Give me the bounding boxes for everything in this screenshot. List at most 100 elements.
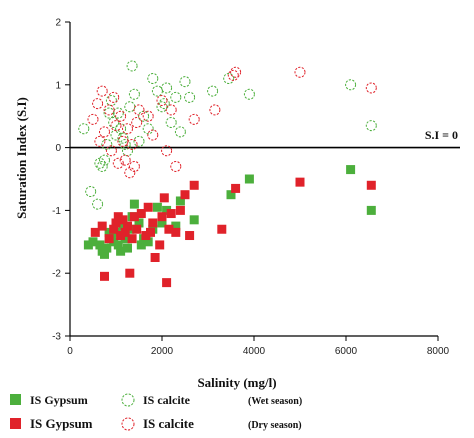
data-point (128, 88, 140, 100)
x-tick-label: 8000 (427, 346, 450, 357)
series-is-gypsum-wet-season (83, 165, 376, 259)
data-point (96, 160, 108, 172)
y-tick: -1 (52, 206, 70, 217)
y-tick-label: 1 (55, 80, 61, 91)
data-point (104, 234, 114, 244)
legend: IS Gypsum IS calcite (Wet season) IS Gypsum… (10, 393, 302, 431)
data-point (126, 60, 138, 72)
data-point (109, 224, 119, 234)
data-point (142, 123, 154, 135)
legend-label-calcite: IS calcite (143, 393, 191, 407)
data-point (156, 101, 168, 113)
x-axis-title: Salinity (mg/l) (197, 375, 276, 390)
data-point (100, 271, 109, 281)
data-point (116, 246, 126, 256)
data-point (217, 224, 227, 234)
data-point (126, 138, 138, 150)
data-point (365, 82, 377, 94)
y-tick: 1 (55, 80, 70, 91)
data-point (115, 110, 127, 122)
data-point (105, 145, 117, 157)
x-tick-label: 0 (67, 346, 73, 357)
legend-marker-calcite (121, 417, 135, 431)
data-point (147, 129, 159, 141)
data-point (136, 209, 146, 219)
data-point (122, 123, 133, 135)
y-tick-label: 2 (55, 18, 61, 29)
data-point (175, 196, 185, 206)
data-point (244, 174, 254, 184)
series-is-calcite-dry-season (87, 66, 377, 179)
series-is-calcite-wet-season (78, 60, 377, 210)
data-point (109, 237, 119, 247)
legend-marker-calcite (121, 393, 135, 407)
data-point (128, 160, 140, 172)
x-tick: 8000 (427, 336, 450, 357)
data-point (96, 85, 108, 97)
data-point (365, 120, 377, 132)
data-point (188, 113, 200, 125)
data-point (123, 221, 132, 231)
data-point (231, 183, 241, 193)
data-point (133, 104, 145, 116)
data-point (119, 138, 131, 150)
data-point (243, 88, 255, 100)
data-points (78, 60, 377, 288)
data-point (133, 135, 145, 147)
data-point (85, 186, 97, 198)
y-tick: 0 (55, 143, 70, 154)
data-point (142, 110, 154, 122)
data-point (120, 227, 130, 237)
data-point (113, 240, 123, 250)
data-point (94, 157, 106, 169)
legend-marker-gypsum (10, 418, 21, 429)
y-tick: -3 (52, 332, 70, 343)
data-point (207, 85, 219, 97)
legend-label-gypsum: IS Gypsum (30, 416, 93, 431)
data-point (134, 218, 144, 228)
data-point (171, 227, 181, 237)
data-point (162, 278, 172, 288)
data-point (124, 167, 136, 179)
data-point (179, 76, 191, 88)
data-point (150, 253, 160, 262)
legend-season-label: (Dry season) (248, 420, 302, 431)
reference-line-label: S.I = 0 (425, 128, 458, 142)
legend-season-label: (Wet season) (248, 396, 302, 407)
data-point (123, 243, 132, 253)
x-tick: 6000 (335, 336, 358, 357)
data-point (83, 240, 93, 250)
data-point (108, 91, 120, 103)
legend-marker-gypsum (10, 394, 21, 405)
data-point (146, 227, 155, 237)
data-point (116, 231, 126, 241)
legend-label-gypsum: IS Gypsum (30, 393, 88, 407)
data-point (143, 237, 153, 247)
data-point (136, 240, 146, 250)
data-point (141, 231, 151, 241)
axes: -3 -2 -1 0 1 2 0 2000 4000 6000 8000 (52, 18, 460, 357)
data-point (174, 126, 186, 138)
data-point (108, 116, 120, 128)
data-point (227, 69, 239, 81)
data-point (78, 123, 90, 135)
data-point (180, 190, 190, 200)
y-tick-label: 0 (55, 143, 61, 154)
data-point (117, 132, 129, 144)
data-point (366, 205, 376, 215)
data-point (171, 221, 181, 231)
data-point (112, 107, 124, 119)
data-point (104, 227, 114, 237)
data-point (143, 202, 153, 212)
data-point (170, 91, 182, 103)
data-point (185, 231, 195, 241)
data-point (129, 199, 139, 209)
y-tick-label: -3 (52, 332, 61, 343)
data-point (166, 209, 176, 219)
data-point (102, 243, 112, 253)
data-point (158, 98, 170, 110)
data-point (103, 107, 115, 119)
data-point (151, 85, 163, 97)
data-point (113, 212, 123, 222)
